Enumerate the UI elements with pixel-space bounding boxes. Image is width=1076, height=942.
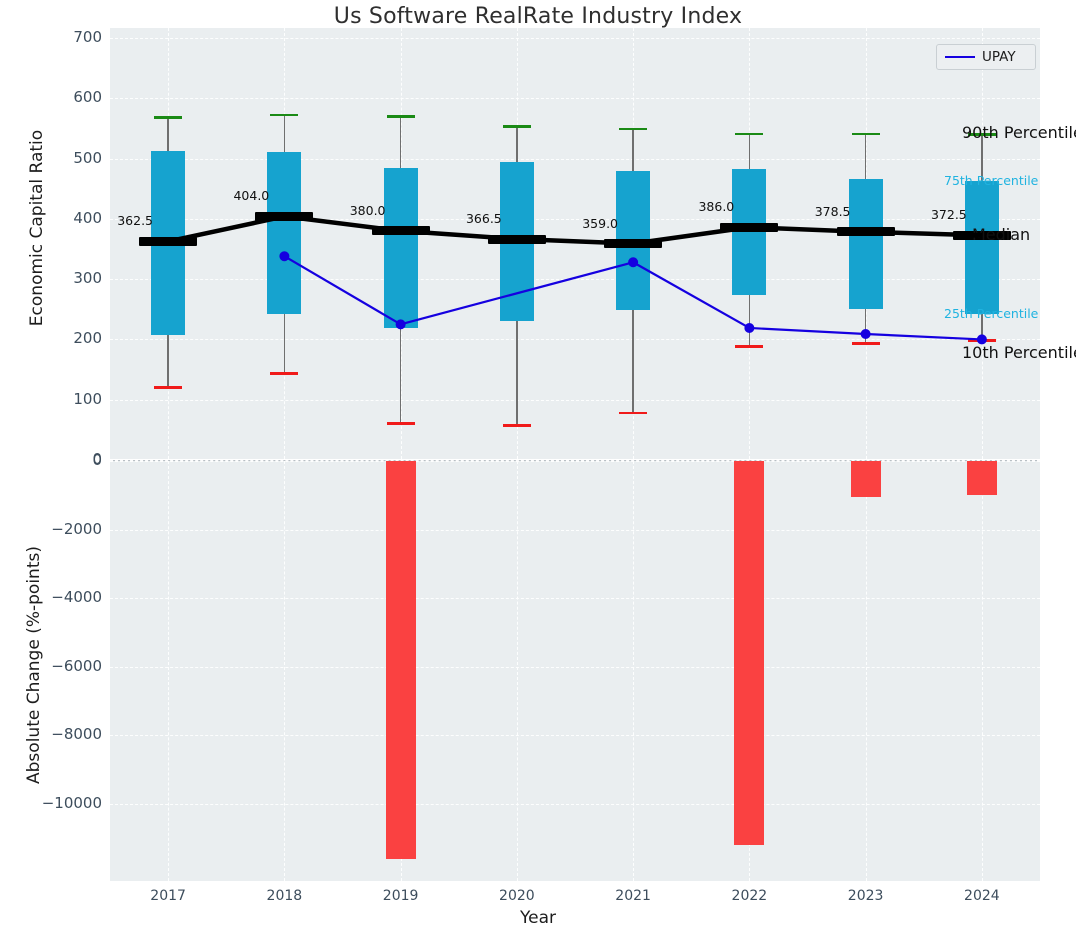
whisker-cap-p10 (967, 339, 996, 342)
gridline-vertical (284, 461, 286, 881)
x-tick-label: 2019 (382, 888, 419, 904)
x-axis-label: Year (520, 908, 556, 928)
gridline-upper (110, 460, 1040, 461)
x-tick-label: 2017 (150, 888, 186, 904)
whisker-cap-p90 (386, 115, 415, 118)
whisker-cap-p90 (270, 113, 299, 117)
legend-label-upay: UPAY (982, 49, 1016, 65)
median-value-label: 366.5 (465, 211, 502, 227)
gridline-lower (110, 598, 1040, 600)
gridline-upper (110, 279, 1040, 281)
gridline-vertical (516, 461, 518, 881)
median-value-label: 362.5 (117, 213, 154, 229)
absolute-change-bar (966, 461, 997, 495)
gridline-lower (110, 666, 1040, 668)
y-tick-label-upper: 700 (73, 28, 102, 46)
y-tick-label-upper: 200 (73, 329, 102, 348)
y-tick-label-upper: 600 (73, 88, 102, 107)
gridline-vertical (981, 461, 983, 881)
annotation-p75: 75th Percentile (944, 172, 1039, 188)
box-iqr (267, 151, 302, 315)
gridline-lower (110, 529, 1040, 531)
gridline-lower (110, 735, 1040, 737)
gridline-vertical (168, 461, 170, 881)
y-tick-label-lower: −4000 (51, 588, 102, 607)
gridline-vertical (633, 461, 635, 881)
gridline-upper (110, 98, 1040, 100)
whisker-cap-p90 (735, 132, 764, 136)
y-tick-label-lower: −10000 (41, 794, 102, 812)
x-tick-label: 2018 (266, 888, 303, 904)
whisker-cap-p10 (735, 345, 764, 348)
whisker-cap-p90 (154, 116, 183, 119)
median-value-label: 372.5 (930, 207, 967, 223)
median-value-label: 404.0 (233, 188, 270, 204)
median-value-label: 359.0 (582, 215, 619, 231)
box-iqr (383, 167, 418, 328)
upper-plot-panel (110, 28, 1040, 459)
median-value-label: 380.0 (349, 202, 386, 218)
median-marker (139, 236, 198, 246)
x-tick-label: 2021 (615, 888, 651, 904)
gridline-lower (110, 461, 1040, 462)
x-tick-label: 2023 (847, 888, 884, 904)
median-marker (371, 226, 430, 236)
gridline-upper (110, 158, 1040, 160)
annotation-median: Median (972, 225, 1031, 245)
y-tick-label-lower: −8000 (51, 725, 102, 744)
x-tick-label: 2024 (964, 888, 1000, 904)
whisker-cap-p10 (386, 421, 415, 425)
page-title: Us Software RealRate Industry Index (333, 4, 743, 29)
median-value-label: 386.0 (698, 199, 735, 215)
y-tick-label-upper: 500 (73, 148, 102, 167)
whisker-cap-p10 (502, 424, 531, 427)
y-tick-label-upper: 100 (73, 389, 102, 408)
absolute-change-bar (734, 461, 765, 846)
x-tick-label: 2022 (731, 888, 768, 904)
gridline-vertical (865, 461, 867, 881)
x-tick-label: 2020 (499, 888, 535, 904)
lower-plot-panel (110, 461, 1040, 881)
box-iqr (964, 180, 999, 314)
median-marker (255, 211, 314, 221)
median-value-label: 378.5 (814, 203, 851, 219)
gridline-lower (110, 804, 1040, 805)
whisker-cap-p10 (154, 386, 183, 389)
whisker-cap-p90 (619, 127, 648, 131)
annotation-p90: 90th Percentile (962, 123, 1076, 143)
whisker-cap-p90 (502, 125, 531, 128)
median-marker (487, 234, 546, 244)
y-tick-label-lower: 0 (92, 451, 102, 469)
median-marker (604, 239, 663, 249)
absolute-change-bar (850, 461, 881, 497)
absolute-change-bar (385, 461, 416, 859)
whisker-cap-p10 (851, 342, 880, 345)
y-tick-label-upper: 300 (73, 269, 102, 288)
annotation-p25: 25th Percentile (944, 305, 1039, 321)
annotation-p10: 10th Percentile (962, 342, 1076, 362)
legend[interactable]: UPAY (936, 44, 1036, 70)
gridline-upper (110, 38, 1040, 39)
whisker-cap-p10 (619, 411, 648, 415)
y-tick-label-upper: 400 (73, 208, 102, 227)
y-tick-label-lower: −6000 (51, 656, 102, 675)
whisker-cap-p10 (270, 372, 299, 376)
box-iqr (732, 168, 767, 295)
y-tick-label-upper: 0 (92, 450, 102, 468)
whisker-cap-p90 (967, 133, 996, 136)
legend-line-swatch-upay (945, 56, 975, 58)
box-iqr (848, 179, 883, 309)
y-tick-label-lower: −2000 (51, 519, 102, 538)
median-marker (720, 222, 779, 232)
median-marker (836, 227, 895, 237)
whisker-cap-p90 (851, 132, 880, 136)
gridline-upper (110, 339, 1040, 341)
gridline-upper (110, 399, 1040, 401)
